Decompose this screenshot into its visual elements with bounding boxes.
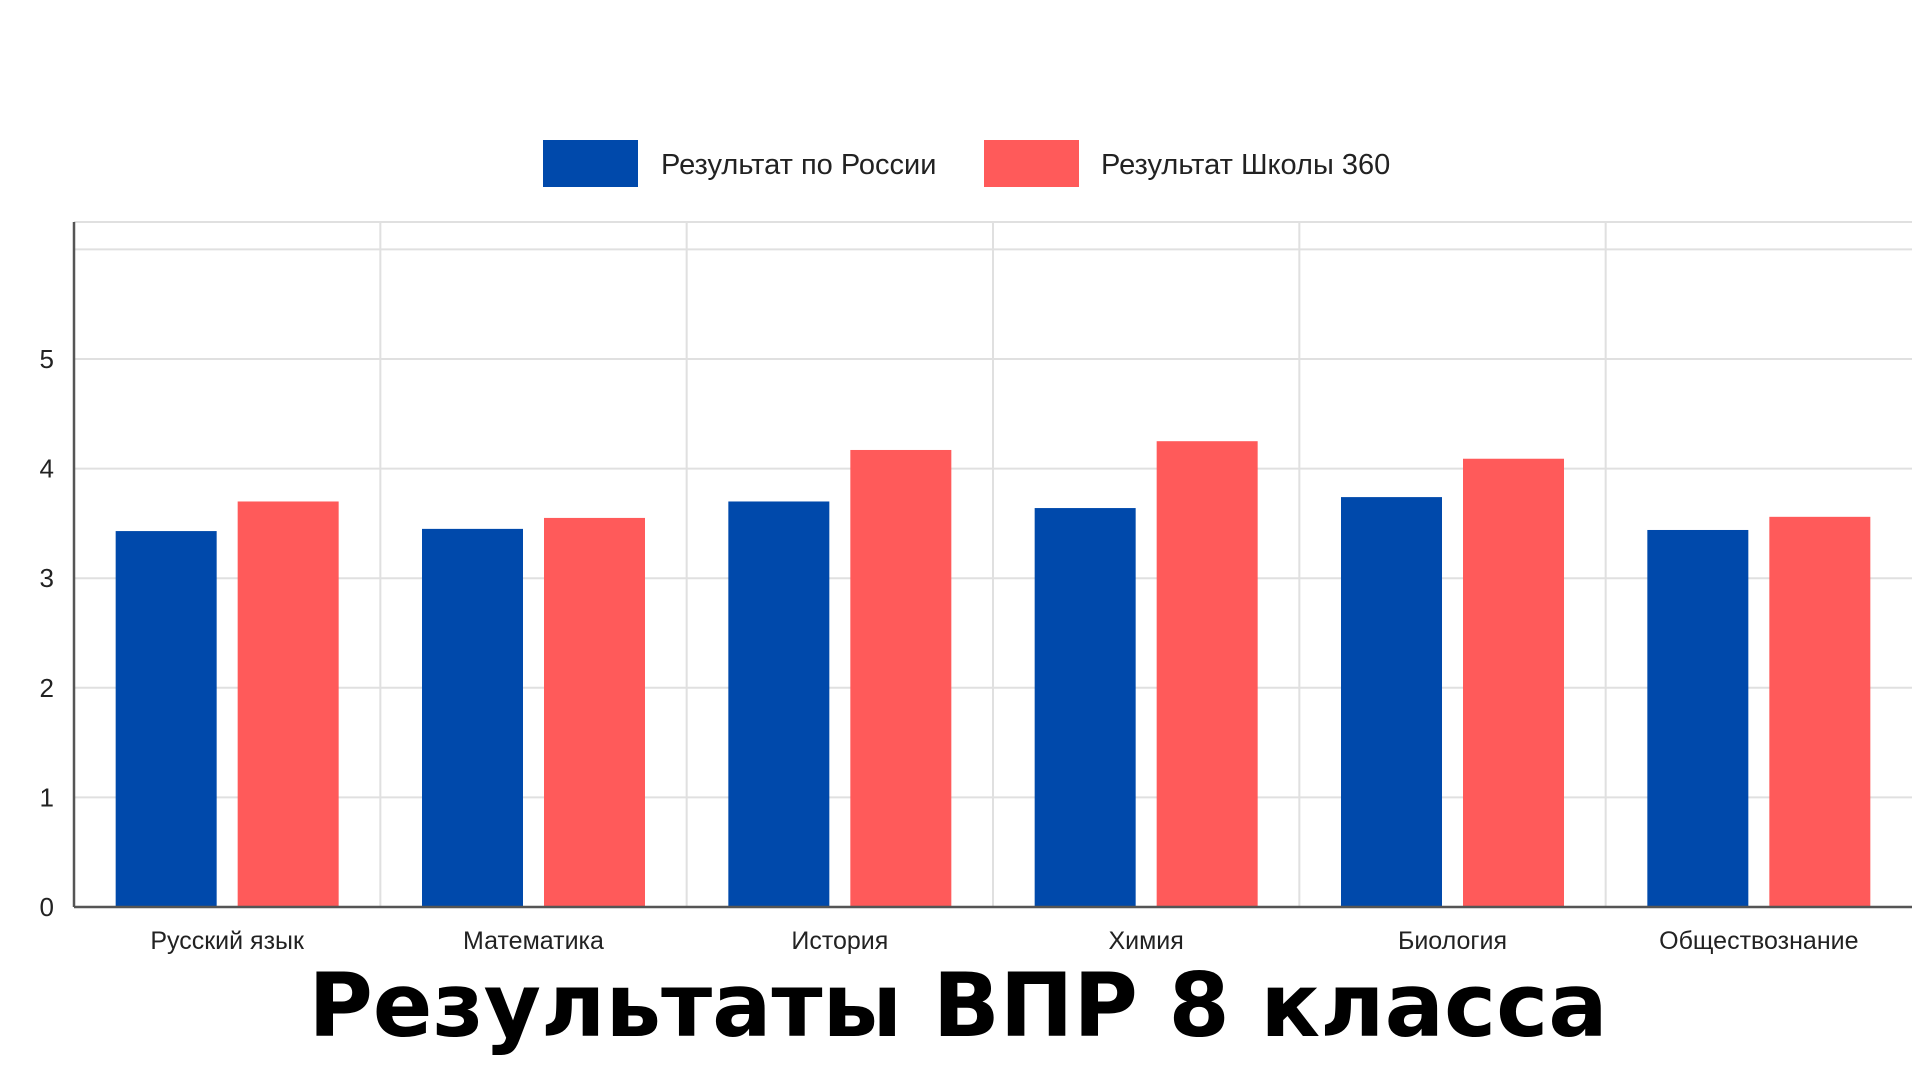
x-tick-label: Русский язык — [150, 927, 305, 955]
bar-school-5 — [1769, 516, 1871, 907]
bar-school-2 — [850, 449, 952, 907]
y-tick-label: 4 — [40, 454, 54, 484]
x-axis-labels: Русский язык Математика История Химия Биолог… — [150, 927, 1858, 955]
chart-title: Результаты ВПР 8 класса — [308, 954, 1607, 1057]
y-tick-label: 2 — [40, 673, 54, 703]
chart-legend: Результат по России Результат Школы 360 — [543, 140, 1390, 187]
bar-russia-4 — [1341, 497, 1442, 907]
chart-axes — [72, 222, 1912, 909]
chart-bars — [115, 441, 1871, 907]
bar-school-3 — [1156, 441, 1258, 907]
x-tick-label: Математика — [463, 927, 604, 955]
chart-grid — [74, 221, 1912, 907]
bar-russia-2 — [728, 501, 830, 907]
bar-school-0 — [237, 501, 339, 907]
bar-russia-5 — [1647, 529, 1749, 907]
x-tick-label: Биология — [1398, 927, 1507, 955]
x-tick-label: Обществознание — [1659, 927, 1858, 955]
y-tick-label: 5 — [40, 344, 54, 374]
legend-swatch-1 — [984, 140, 1079, 187]
y-tick-label: 3 — [40, 563, 54, 593]
bar-russia-1 — [422, 528, 523, 907]
legend-label-1: Результат Школы 360 — [1101, 149, 1390, 181]
bar-russia-0 — [115, 531, 217, 907]
bar-russia-3 — [1034, 508, 1136, 907]
bar-school-1 — [544, 517, 645, 907]
legend-swatch-0 — [543, 140, 638, 187]
y-tick-label: 0 — [40, 892, 54, 922]
y-tick-label: 1 — [40, 782, 54, 812]
bar-school-4 — [1463, 458, 1564, 907]
x-tick-label: Химия — [1108, 927, 1183, 955]
y-axis-ticks: 0 1 2 3 4 5 — [40, 344, 54, 922]
x-tick-label: История — [791, 927, 888, 955]
legend-label-0: Результат по России — [661, 149, 936, 181]
